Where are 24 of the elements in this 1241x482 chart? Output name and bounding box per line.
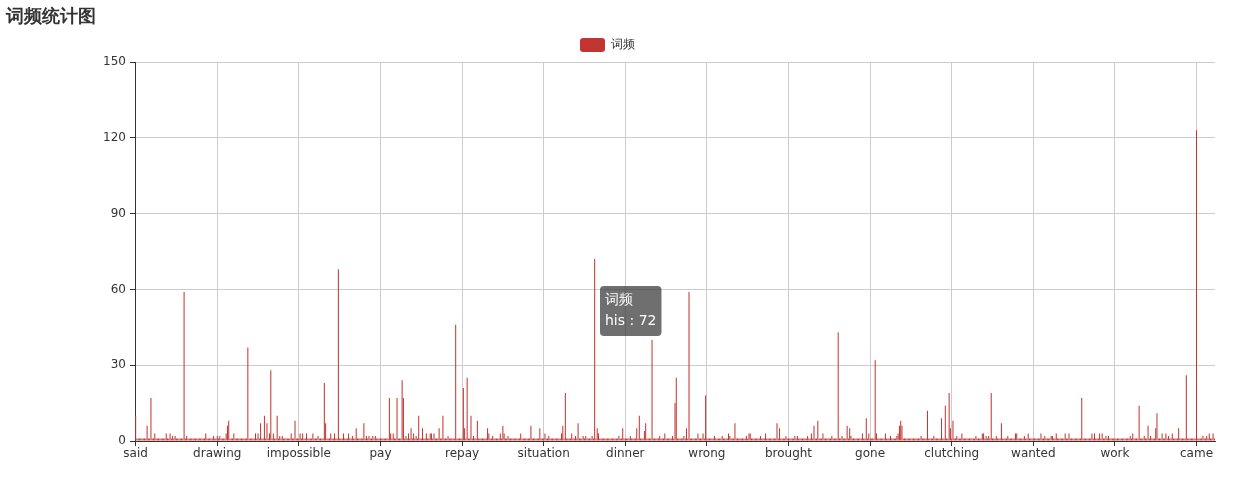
x-tick-label: clutching [924, 446, 980, 461]
x-tick-label: came [1180, 446, 1214, 461]
x-tick-label: drawing [193, 446, 242, 461]
x-tick-label: wanted [1011, 446, 1056, 461]
annotation: his : 72 [605, 312, 657, 329]
annotation: 词频 [605, 291, 633, 308]
x-tick-label: work [1100, 446, 1130, 461]
y-tick-label: 30 [110, 357, 126, 372]
x-tick-label: repay [445, 446, 480, 461]
chart-title: 词频统计图 [6, 4, 96, 28]
x-tick-label: impossible [266, 446, 331, 461]
y-tick-label: 120 [103, 129, 126, 144]
x-tick-label: situation [517, 446, 570, 461]
legend-label: 词频 [611, 37, 635, 52]
y-tick-label: 150 [103, 54, 126, 69]
x-tick-label: gone [855, 446, 886, 461]
y-tick-label: 60 [110, 281, 126, 296]
x-tick-label: pay [369, 446, 392, 461]
x-tick-label: dinner [606, 446, 645, 461]
x-tick-label: wrong [688, 446, 726, 461]
y-tick-label: 90 [110, 205, 126, 220]
x-tick-label: said [123, 446, 148, 461]
x-tick-label: brought [764, 446, 813, 461]
y-tick-label: 0 [118, 433, 126, 448]
